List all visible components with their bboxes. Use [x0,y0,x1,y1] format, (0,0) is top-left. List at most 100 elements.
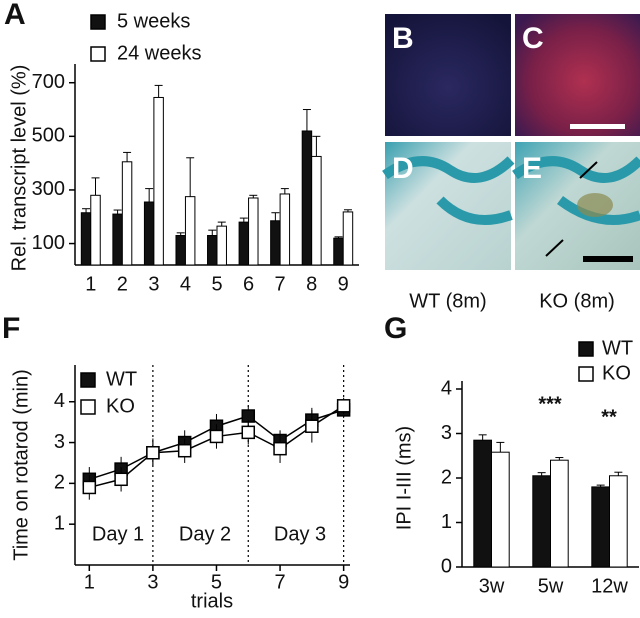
significance: *** [538,393,562,415]
x-tick-label: 7 [275,273,286,295]
bar [609,475,628,568]
x-tick-label: 6 [243,273,254,295]
marker [273,441,287,456]
scale-bar [570,124,625,129]
marker [241,425,256,440]
bar [153,96,164,266]
x-tick-label: 9 [338,571,349,593]
legend-label: KO [106,395,135,417]
y-tick-label: 4 [441,377,452,399]
x-tick-label: 5 [211,571,222,593]
x-tick-label: 8 [306,273,317,295]
x-axis-label: trials [191,590,233,612]
legend-swatch [578,341,594,357]
y-axis-label: Rel. transcript level (%) [8,65,30,272]
bar [333,237,344,266]
scale-bar [583,256,633,262]
panel-label: C [522,22,544,55]
bar [143,201,155,266]
bar [491,451,510,568]
panel-label: D [392,152,414,185]
panel-letter: F [2,312,20,345]
bar [121,161,133,266]
y-tick-label: 300 [32,178,65,200]
marker [177,443,192,458]
panel-letter: G [384,312,407,345]
annotation: Day 3 [274,523,326,545]
bar [342,211,354,266]
marker [146,446,160,460]
significance: ** [601,406,617,428]
bar [216,225,227,266]
annotation: Day 2 [179,523,231,545]
marker [209,429,224,444]
bar [311,155,322,266]
arrow [545,239,564,257]
marker [114,472,128,487]
tissue-fold [382,156,515,225]
y-tick-label: 4 [54,390,65,412]
arrow [579,161,598,179]
x-tick-label: 1 [84,571,95,593]
caption: WT (8m) [409,290,486,312]
bar [207,235,218,266]
legend-label: WT [602,337,633,359]
x-tick-label: 9 [338,273,349,295]
bar [473,439,492,568]
y-tick-label: 500 [32,125,65,147]
caption: KO (8m) [539,290,615,312]
x-tick-label: 1 [85,273,96,295]
y-tick-label: 3 [54,431,65,453]
tissue-fold [512,156,640,225]
panel-label: B [392,22,414,55]
marker [336,399,351,413]
legend-swatch [80,372,96,388]
bar [90,194,101,266]
legend-swatch [90,14,106,30]
marker [305,419,319,433]
x-tick-label: 3 [147,571,158,593]
bar [591,486,610,568]
y-tick-label: 700 [32,71,65,93]
x-tick-label: 4 [180,273,191,295]
micrographs: B C D E WT (8m) KO (8m) [382,14,640,312]
legend-label: 5 weeks [117,10,190,32]
x-tick-label: 2 [117,273,128,295]
panel-label: E [522,152,542,185]
image-c [515,14,640,136]
y-tick-label: 3 [441,422,452,444]
bar [112,213,123,266]
bar [550,459,569,568]
x-tick-label: 5 [211,273,222,295]
x-tick-label: 3 [148,273,159,295]
x-tick-label: 5w [538,575,564,597]
y-tick-label: 0 [441,555,452,577]
y-tick-label: 1 [441,511,452,533]
annotation: Day 1 [92,523,144,545]
legend-swatch [578,366,594,382]
bar [175,235,186,266]
x-tick-label: 12w [591,575,628,597]
y-tick-label: 1 [54,512,65,534]
x-tick-label: 3w [479,575,505,597]
stain [577,193,613,217]
legend-label: KO [602,362,631,384]
y-tick-label: 2 [441,466,452,488]
y-tick-label: 2 [54,472,65,494]
bar [532,475,551,568]
y-axis-label: Time on rotarod (min) [10,369,32,561]
bar [184,196,196,266]
legend-swatch [80,399,96,415]
bar [301,130,313,266]
y-axis-label: IPI I-III (ms) [393,426,415,530]
marker [82,480,97,495]
legend-label: WT [106,368,137,390]
legend-label: 24 weeks [117,42,202,64]
panel-letter: A [4,0,26,31]
y-tick-label: 100 [32,232,65,254]
bar [279,193,291,266]
bar [238,221,250,266]
bar [270,220,281,266]
